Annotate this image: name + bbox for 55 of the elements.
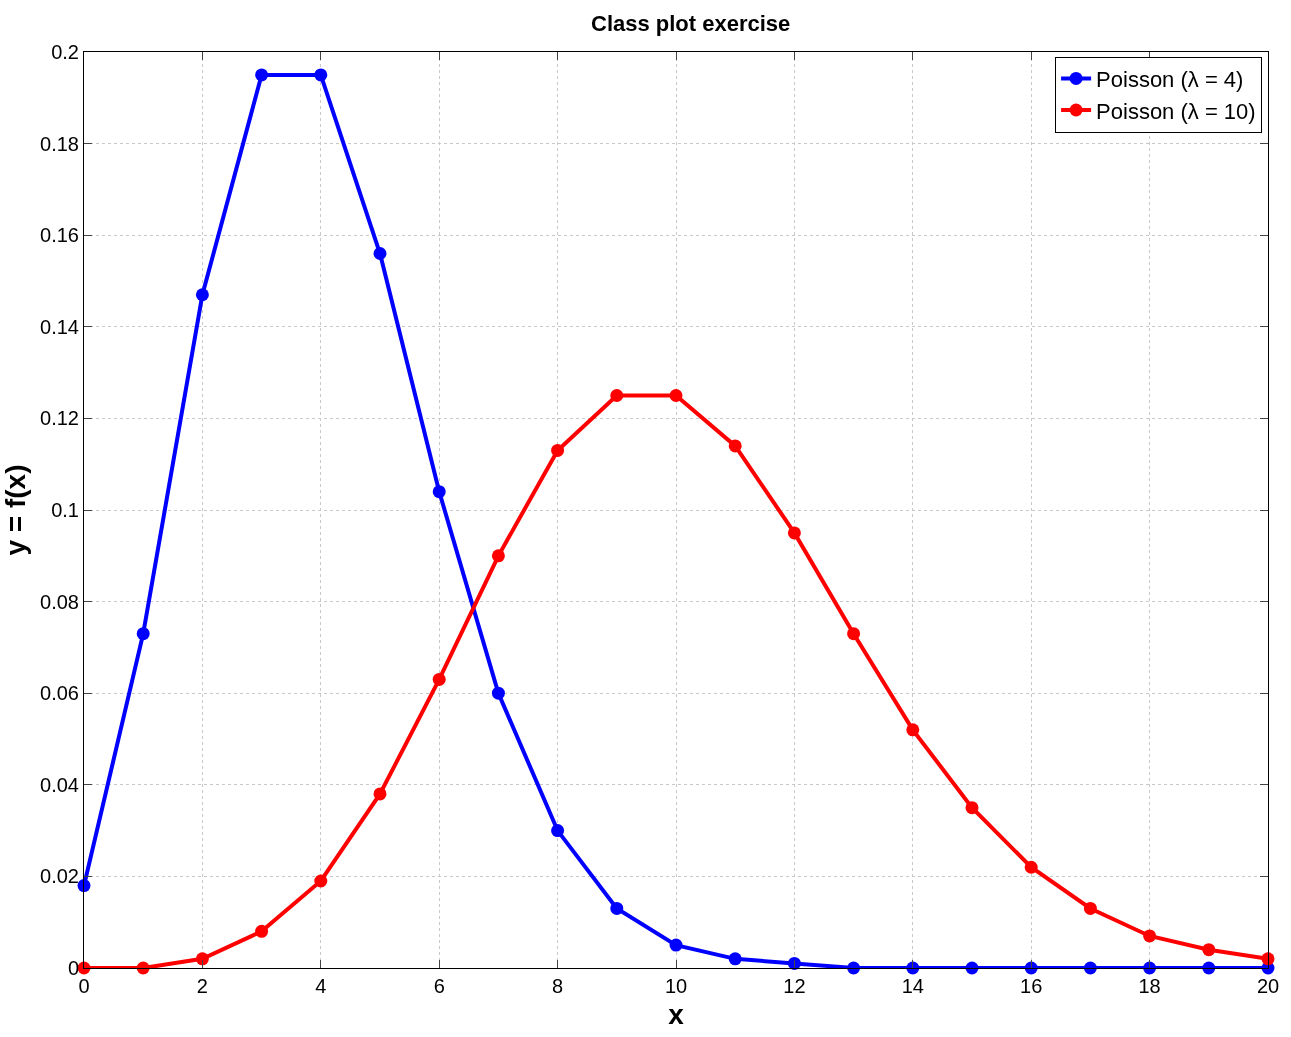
y-tick-label: 0.18 xyxy=(40,132,79,155)
x-tick-label: 6 xyxy=(433,975,445,997)
point xyxy=(1202,943,1216,957)
legend-label: Poisson (λ = 4) xyxy=(1096,66,1244,92)
point xyxy=(847,627,861,641)
point xyxy=(373,787,387,801)
point xyxy=(551,443,565,457)
point xyxy=(491,549,505,563)
point xyxy=(669,389,683,402)
legend-label: Poisson (λ = 10) xyxy=(1096,98,1256,124)
point xyxy=(1024,860,1038,874)
x-tick-label: 4 xyxy=(315,975,327,997)
x-tick-label: 2 xyxy=(196,975,208,997)
y-tick-label: 0.14 xyxy=(40,315,79,338)
point xyxy=(787,526,801,540)
x-tick-label: 16 xyxy=(1020,975,1043,997)
point xyxy=(1083,901,1097,915)
y-tick-label: 0.12 xyxy=(40,407,79,430)
point xyxy=(136,627,150,641)
y-tick-label: 0 xyxy=(67,957,79,979)
point xyxy=(314,874,328,888)
point xyxy=(551,824,565,838)
x-tick-label: 20 xyxy=(1256,975,1280,997)
y-tick-label: 0.1 xyxy=(51,499,79,521)
y-tick-label: 0.06 xyxy=(40,682,79,705)
x-tick-label: 10 xyxy=(664,975,688,997)
y-tick-label: 0.2 xyxy=(51,41,79,63)
point xyxy=(314,68,328,82)
point xyxy=(669,938,683,952)
y-tick-label: 0.16 xyxy=(40,224,79,247)
y-tick-label: 0.04 xyxy=(40,773,79,796)
point xyxy=(491,686,505,700)
chart-title: Class plot exercise xyxy=(591,10,791,36)
point xyxy=(965,801,979,815)
y-tick-label: 0.08 xyxy=(40,590,79,613)
point xyxy=(255,68,269,82)
x-tick-label: 12 xyxy=(783,975,806,997)
point xyxy=(255,924,269,938)
point xyxy=(610,389,624,402)
point xyxy=(610,901,624,915)
x-tick-label: 14 xyxy=(901,975,924,997)
x-tick-label: 18 xyxy=(1138,975,1161,997)
point xyxy=(195,952,209,966)
point xyxy=(728,952,742,966)
y-tick-label: 0.02 xyxy=(40,865,79,888)
point xyxy=(195,288,209,302)
point xyxy=(373,247,387,261)
y-axis-title: y = f(x) xyxy=(0,464,31,556)
point xyxy=(728,439,742,453)
point xyxy=(432,672,446,686)
point xyxy=(432,485,446,499)
point xyxy=(1143,929,1157,943)
point xyxy=(906,723,920,737)
x-tick-label: 8 xyxy=(552,975,564,997)
x-axis-title: x xyxy=(668,999,685,1031)
